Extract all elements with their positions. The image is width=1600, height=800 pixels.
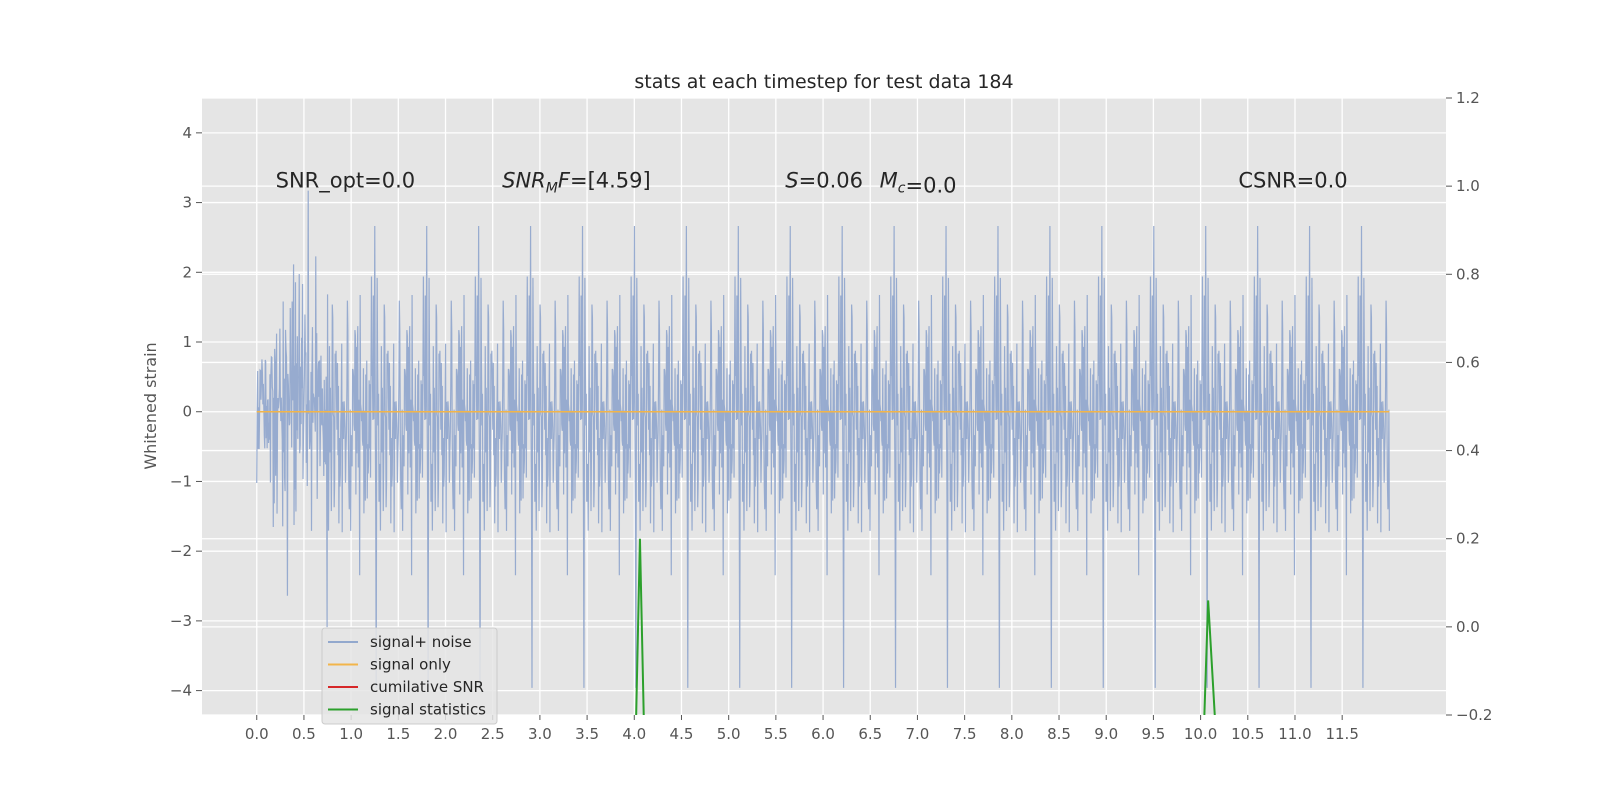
- x-tick-label: 11.5: [1325, 725, 1358, 743]
- x-tick-label: 1.0: [339, 725, 363, 743]
- y-tick-label: 2: [182, 263, 192, 281]
- x-tick-label: 1.5: [386, 725, 410, 743]
- y-tick-label: −4: [170, 682, 192, 700]
- x-tick-label: 7.5: [953, 725, 977, 743]
- y-tick-label: −2: [170, 542, 192, 560]
- x-tick-label: 8.0: [1000, 725, 1024, 743]
- y2-tick-label: −0.2: [1456, 706, 1492, 724]
- legend-label: signal+ noise: [370, 633, 472, 651]
- legend-label: signal only: [370, 656, 451, 674]
- x-tick-label: 10.0: [1184, 725, 1217, 743]
- x-tick-label: 0.0: [245, 725, 269, 743]
- annotation-s: S=0.06: [785, 169, 863, 193]
- y-tick-label: −3: [170, 612, 192, 630]
- legend-box: [321, 627, 498, 725]
- x-tick-label: 2.0: [434, 725, 458, 743]
- x-tick-label: 5.5: [764, 725, 788, 743]
- x-tick-label: 0.5: [292, 725, 316, 743]
- x-tick-label: 4.5: [670, 725, 694, 743]
- x-tick-label: 9.5: [1141, 725, 1165, 743]
- annotation-snr_mf: SNRMF=[4.59]: [502, 169, 651, 197]
- x-tick-label: 9.0: [1094, 725, 1118, 743]
- y-tick-label: 4: [182, 124, 192, 142]
- x-tick-label: 8.5: [1047, 725, 1071, 743]
- x-tick-label: 7.0: [906, 725, 930, 743]
- y-axis-left: −4 −3 −2 −1 0 1 2 3 4: [170, 124, 202, 700]
- x-tick-label: 11.0: [1278, 725, 1311, 743]
- x-tick-label: 3.5: [575, 725, 599, 743]
- x-tick-label: 6.0: [811, 725, 835, 743]
- signal-statistics-peak: [635, 538, 645, 715]
- x-tick-label: 4.0: [622, 725, 646, 743]
- y-axis-right: −0.2 0.0 0.2 0.4 0.6 0.8 1.0 1.2: [1446, 89, 1492, 724]
- x-tick-label: 10.5: [1231, 725, 1264, 743]
- y-tick-label: −1: [170, 472, 192, 490]
- annotation-csnr: CSNR=0.0: [1238, 169, 1347, 193]
- y-tick-label: 3: [182, 194, 192, 212]
- y2-tick-label: 0.8: [1456, 265, 1480, 283]
- y-tick-label: 0: [182, 403, 192, 421]
- x-tick-label: 2.5: [481, 725, 505, 743]
- y2-tick-label: 0.6: [1456, 353, 1480, 371]
- signal-noise-series: [256, 190, 1390, 688]
- signal-statistics-series: [635, 538, 1216, 715]
- legend-label: cumilative SNR: [370, 678, 484, 696]
- noise-line: [256, 190, 1390, 688]
- annotations: SNR_opt=0.0 SNRMF=[4.59] S=0.06 Mc=0.0 CSNR=…: [276, 169, 1348, 198]
- annotation-mc: Mc=0.0: [880, 169, 957, 198]
- legend: signal+ noise signal only cumilative SNR si…: [321, 627, 498, 725]
- y2-tick-label: 0.2: [1456, 530, 1480, 548]
- x-tick-label: 3.0: [528, 725, 552, 743]
- y-axis-label: Whitened strain: [141, 342, 160, 469]
- y-tick-label: 1: [182, 333, 192, 351]
- signal-statistics-peak: [1203, 600, 1216, 715]
- chart-title: stats at each timestep for test data 184: [634, 71, 1013, 93]
- y2-tick-label: 1.0: [1456, 177, 1480, 195]
- annotation-snr_opt: SNR_opt=0.0: [276, 169, 416, 194]
- x-axis: 0.0 0.5 1.0 1.5 2.0 2.5 3.0 3.5 4.0 4.5 5.0 5.5 6.0 6…: [245, 715, 1359, 743]
- x-tick-label: 6.5: [858, 725, 882, 743]
- legend-label: signal statistics: [370, 701, 486, 719]
- x-tick-label: 5.0: [717, 725, 741, 743]
- y2-tick-label: 0.4: [1456, 442, 1480, 460]
- y2-tick-label: 1.2: [1456, 89, 1480, 107]
- y2-tick-label: 0.0: [1456, 618, 1480, 636]
